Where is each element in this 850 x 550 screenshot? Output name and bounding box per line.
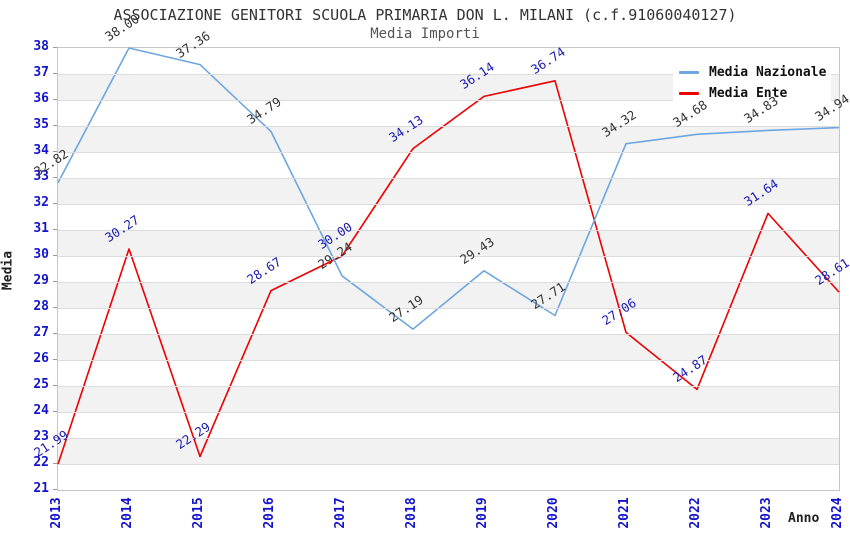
x-tick-label: 2024 <box>830 497 845 529</box>
legend: Media Nazionale Media Ente <box>673 57 831 109</box>
media-nazionale-line <box>57 47 840 330</box>
y-gridline <box>58 386 839 387</box>
y-gridline <box>58 412 839 413</box>
y-gridline <box>58 100 839 101</box>
y-tick-label: 34 <box>33 143 49 158</box>
y-tick-mark <box>53 411 57 412</box>
y-tick-label: 37 <box>33 65 49 80</box>
y-tick-mark <box>53 281 57 282</box>
y-gridline <box>58 126 839 127</box>
y-tick-label: 30 <box>33 247 49 262</box>
y-gridline <box>58 360 839 361</box>
x-tick-label: 2020 <box>546 497 561 529</box>
series-lines <box>57 47 840 465</box>
y-tick-label: 22 <box>33 455 49 470</box>
y-tick-mark <box>53 255 57 256</box>
y-tick-mark <box>53 151 57 152</box>
plot-area <box>57 47 840 491</box>
y-tick-label: 38 <box>33 39 49 54</box>
y-gridline <box>58 74 839 75</box>
y-gridline <box>58 438 839 439</box>
x-tick-label: 2019 <box>475 497 490 529</box>
y-gridline <box>58 230 839 231</box>
y-gridline <box>58 178 839 179</box>
y-tick-label: 24 <box>33 403 49 418</box>
legend-line-swatch-nazionale <box>679 71 699 74</box>
x-tick-label: 2023 <box>759 497 774 529</box>
y-tick-label: 25 <box>33 377 49 392</box>
legend-item-media-nazionale: Media Nazionale <box>679 65 831 80</box>
y-gridline <box>58 464 839 465</box>
y-gridline <box>58 256 839 257</box>
legend-label-ente: Media Ente <box>709 86 788 101</box>
y-tick-label: 23 <box>33 429 49 444</box>
y-tick-label: 35 <box>33 117 49 132</box>
y-tick-mark <box>53 307 57 308</box>
x-tick-label: 2013 <box>49 497 64 529</box>
x-tick-label: 2021 <box>617 497 632 529</box>
y-gridline <box>58 282 839 283</box>
y-tick-label: 29 <box>33 273 49 288</box>
y-tick-label: 32 <box>33 195 49 210</box>
x-tick-label: 2017 <box>333 497 348 529</box>
y-tick-mark <box>53 73 57 74</box>
y-tick-mark <box>53 177 57 178</box>
y-gridline <box>58 204 839 205</box>
y-tick-label: 36 <box>33 91 49 106</box>
y-tick-mark <box>53 359 57 360</box>
y-tick-mark <box>53 489 57 490</box>
media-ente-line <box>57 79 840 465</box>
x-tick-label: 2016 <box>262 497 277 529</box>
y-tick-label: 31 <box>33 221 49 236</box>
y-tick-mark <box>53 333 57 334</box>
y-tick-mark <box>53 385 57 386</box>
y-gridline <box>58 334 839 335</box>
y-tick-label: 21 <box>33 481 49 496</box>
x-axis-title: Anno <box>788 511 820 526</box>
y-gridline <box>58 152 839 153</box>
y-tick-label: 28 <box>33 299 49 314</box>
y-tick-mark <box>53 47 57 48</box>
y-tick-mark <box>53 99 57 100</box>
y-tick-mark <box>53 125 57 126</box>
x-tick-label: 2014 <box>120 497 135 529</box>
x-tick-label: 2018 <box>404 497 419 529</box>
legend-label-nazionale: Media Nazionale <box>709 65 827 80</box>
y-tick-mark <box>53 203 57 204</box>
y-tick-mark <box>53 463 57 464</box>
x-tick-label: 2022 <box>688 497 703 529</box>
y-tick-label: 33 <box>33 169 49 184</box>
y-gridline <box>58 308 839 309</box>
legend-line-swatch-ente <box>679 92 699 95</box>
y-tick-label: 27 <box>33 325 49 340</box>
legend-item-media-ente: Media Ente <box>679 86 831 101</box>
x-tick-label: 2015 <box>191 497 206 529</box>
chart-subtitle: Media Importi <box>370 26 480 42</box>
y-tick-mark <box>53 229 57 230</box>
y-tick-label: 26 <box>33 351 49 366</box>
y-tick-mark <box>53 437 57 438</box>
chart-title: ASSOCIAZIONE GENITORI SCUOLA PRIMARIA DO… <box>113 6 737 24</box>
